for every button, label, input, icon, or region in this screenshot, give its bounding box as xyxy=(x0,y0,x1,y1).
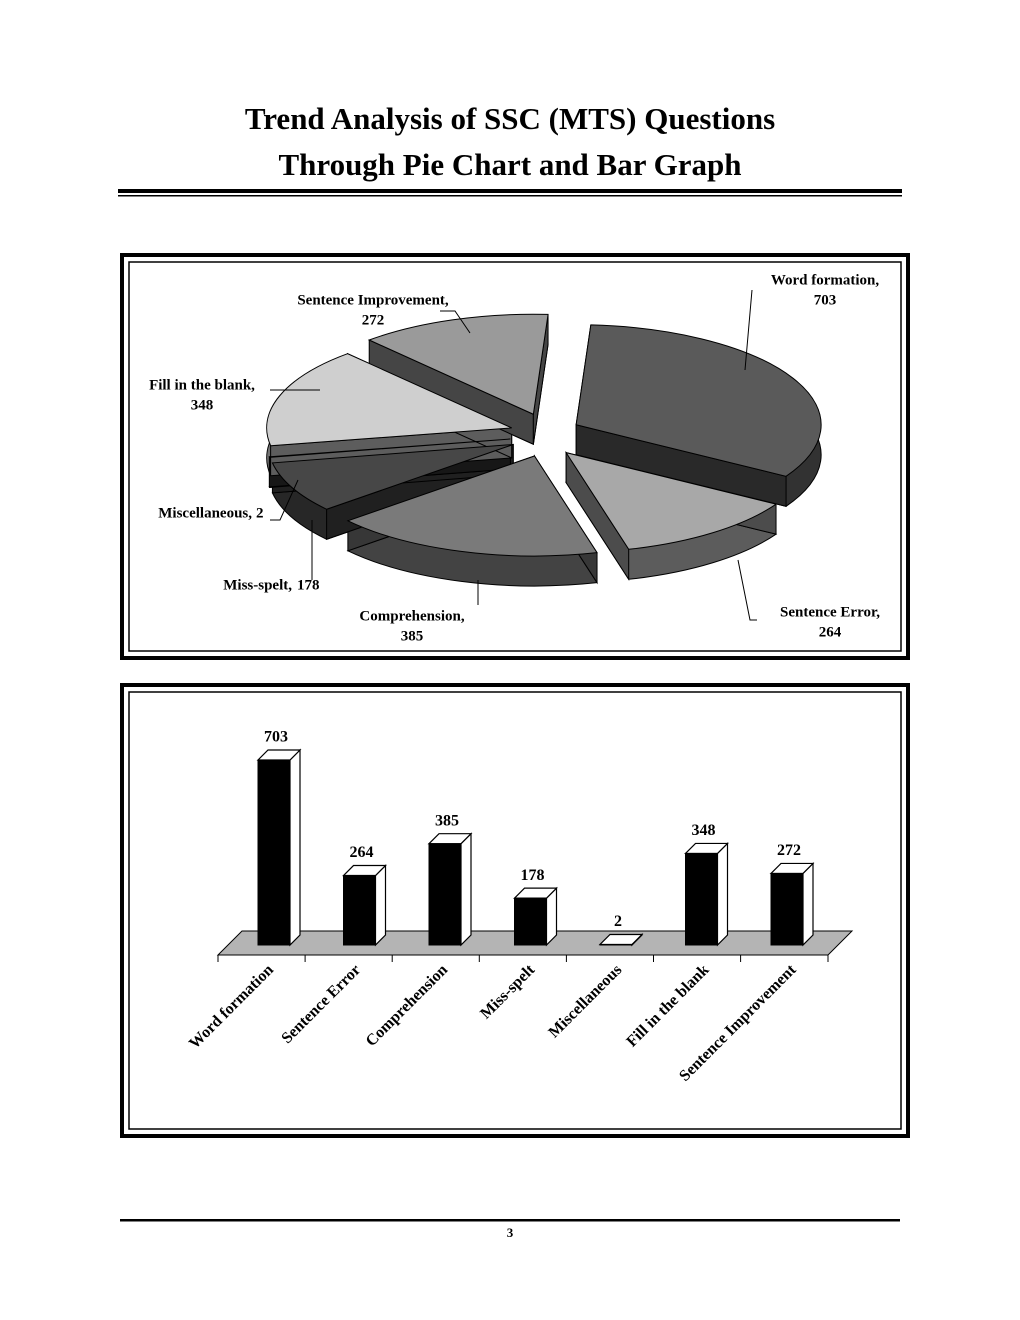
pie-value-label: 703 xyxy=(814,292,837,308)
pie-slice xyxy=(271,443,514,510)
leader-line xyxy=(737,559,757,621)
bar-value-label: 178 xyxy=(521,867,545,884)
pie-value-label: 272 xyxy=(362,312,385,328)
leader-line xyxy=(440,310,471,334)
bar-value-label: 348 xyxy=(692,822,716,839)
bar xyxy=(343,875,376,946)
frame xyxy=(128,691,902,1130)
pie-value-label: 2 xyxy=(256,505,264,521)
pie-slice xyxy=(575,324,822,477)
pie-slice xyxy=(367,313,549,415)
x-tick-label: Fill in the blank xyxy=(623,961,712,1050)
bar xyxy=(685,852,718,946)
title-rule xyxy=(118,189,902,193)
frame xyxy=(120,253,910,660)
pie-slice xyxy=(268,438,511,458)
title-line: Through Pie Chart and Bar Graph xyxy=(278,147,741,182)
frame xyxy=(120,683,910,1138)
leader-line xyxy=(744,289,753,371)
bar-value-label: 272 xyxy=(777,842,801,859)
pie-label: Fill in the blank, xyxy=(149,377,255,393)
pie-label: Sentence Improvement, xyxy=(297,292,449,308)
pie-slice xyxy=(565,451,778,550)
bar-side xyxy=(802,861,814,947)
bar xyxy=(257,759,291,946)
x-tick-label: Sentence Error xyxy=(278,961,364,1047)
frame xyxy=(128,261,902,652)
x-tick-label: Word formation xyxy=(186,961,277,1052)
bar xyxy=(514,897,547,946)
bar-side xyxy=(289,748,301,947)
footer-rule xyxy=(120,1219,900,1222)
bar xyxy=(770,872,804,946)
bar-side xyxy=(374,864,387,947)
pie-label: Sentence Error, xyxy=(780,604,880,620)
x-tick-label: Comprehension xyxy=(363,961,452,1050)
pie-label: Comprehension, xyxy=(359,608,464,624)
pie-label: Miss-spelt, xyxy=(223,577,292,593)
page-number: 3 xyxy=(507,1225,514,1240)
bar-side xyxy=(716,841,729,947)
pie-slice xyxy=(266,353,512,447)
pie-value-label: 348 xyxy=(191,397,214,413)
bar xyxy=(599,943,633,946)
x-tick-label: Miss-spelt xyxy=(477,961,539,1023)
bar-side xyxy=(460,832,472,947)
bar-value-label: 2 xyxy=(614,913,622,930)
bar-value-label: 264 xyxy=(350,844,374,861)
bar xyxy=(428,843,462,946)
pie-value-label: 178 xyxy=(297,577,320,593)
title-line: Trend Analysis of SSC (MTS) Questions xyxy=(245,101,775,136)
pie-slice xyxy=(346,455,598,557)
x-tick-label: Miscellaneous xyxy=(545,961,625,1041)
title-rule xyxy=(118,195,902,197)
pie-value-label: 264 xyxy=(819,624,842,640)
leader-line xyxy=(270,479,299,521)
bar-value-label: 703 xyxy=(264,729,288,746)
bar-value-label: 385 xyxy=(435,812,459,829)
pie-label: Miscellaneous, xyxy=(158,505,252,521)
pie-value-label: 385 xyxy=(401,628,424,644)
pie-label: Word formation, xyxy=(771,272,880,288)
